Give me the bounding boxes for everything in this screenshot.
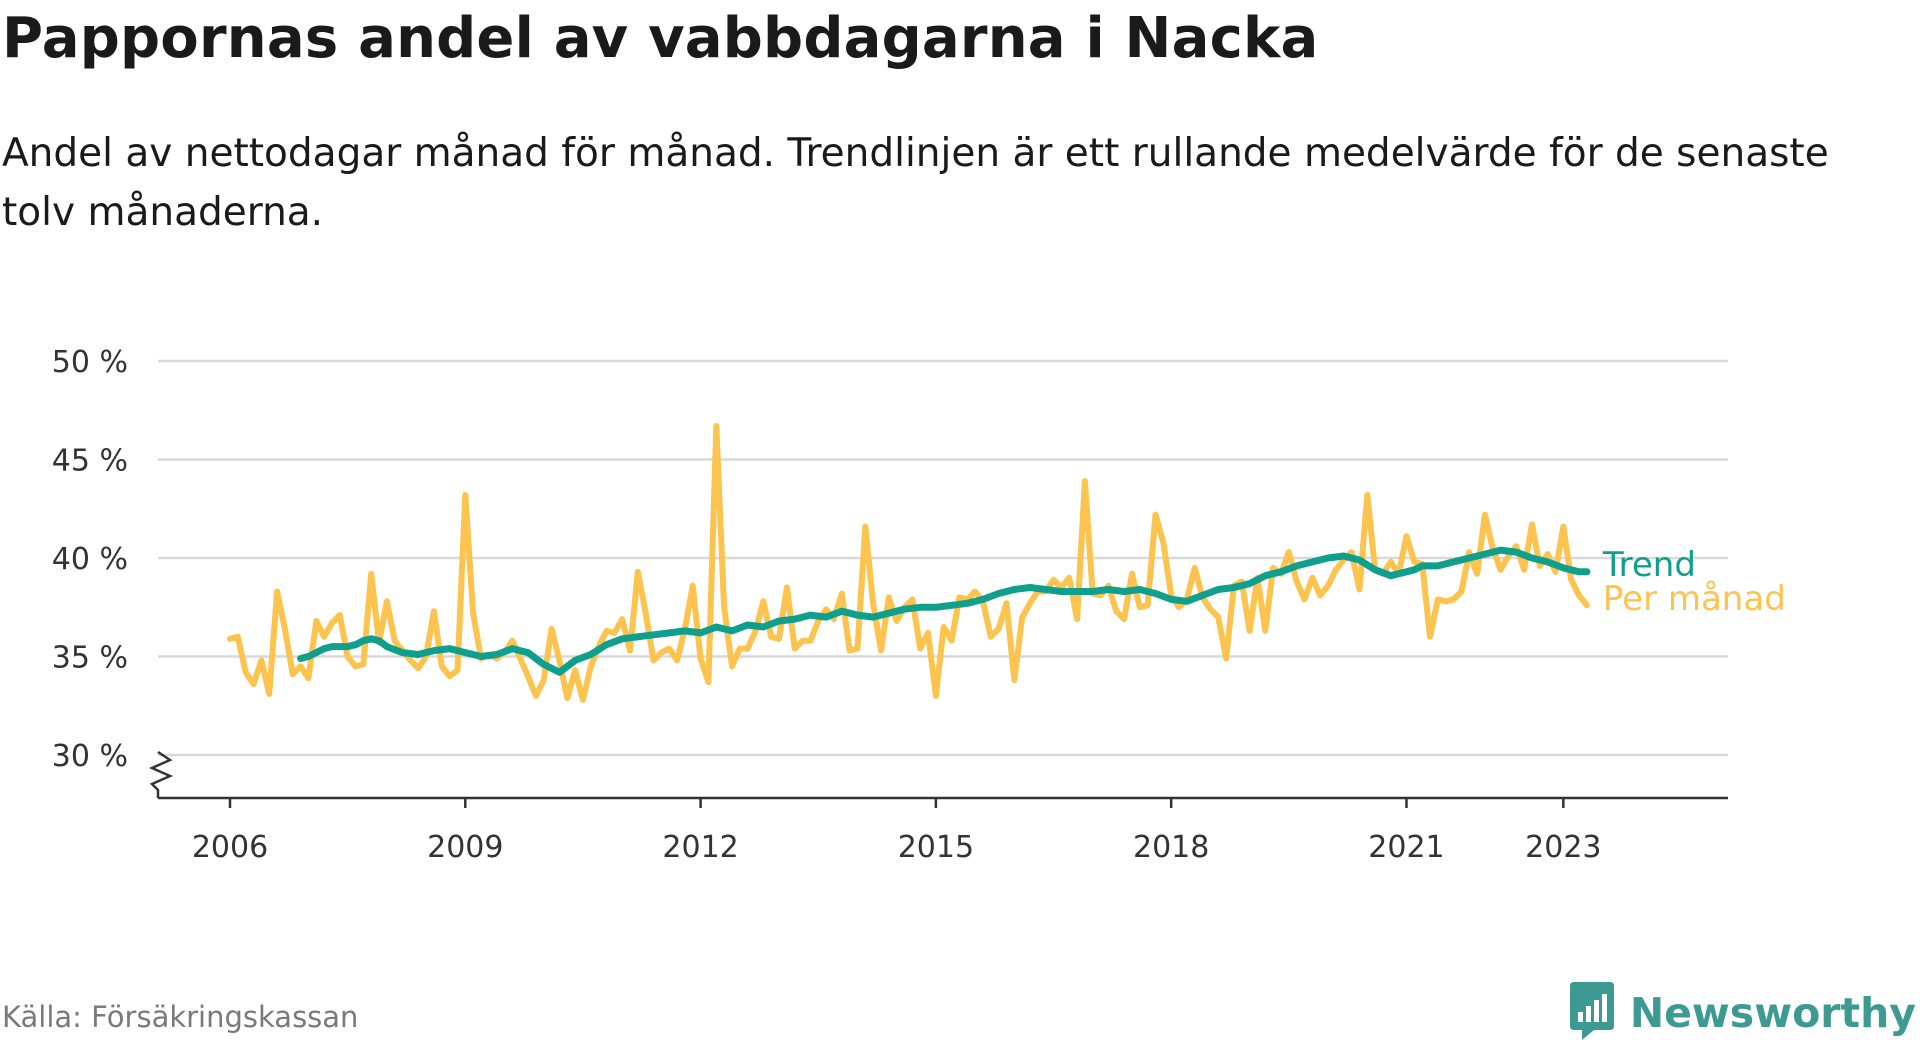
monthly-line (227, 423, 1590, 703)
source-note: Källa: Försäkringskassan (2, 1000, 359, 1034)
y-tick-label: 35 % (52, 641, 128, 676)
x-tick-label: 2021 (1368, 830, 1444, 865)
y-tick-label: 30 % (52, 739, 128, 774)
newsworthy-logo-icon (1568, 982, 1616, 1044)
y-axis-ticks: 30 % 35 % 40 % 45 % 50 % (52, 345, 128, 774)
x-tick-label: 2023 (1525, 830, 1601, 865)
x-tick-label: 2012 (662, 830, 738, 865)
axis-break-mark (148, 750, 174, 798)
x-tick-label: 2015 (898, 830, 974, 865)
y-tick-label: 45 % (52, 444, 128, 479)
series-lines (227, 423, 1591, 703)
grid-lines (158, 359, 1728, 757)
x-tick-label: 2009 (427, 830, 503, 865)
brand-name: Newsworthy (1629, 989, 1916, 1037)
y-tick-label: 40 % (52, 542, 128, 577)
y-tick-label: 50 % (52, 345, 128, 380)
x-axis-ticks: 2006 2009 2012 2015 2018 2021 2023 (192, 798, 1602, 865)
trend-line (297, 546, 1591, 676)
monthly-series-label: Per månad (1603, 579, 1786, 619)
chart-subtitle: Andel av nettodagar månad för månad. Tre… (2, 131, 1829, 235)
brand-logo: Newsworthy (1568, 982, 1916, 1044)
x-tick-label: 2018 (1133, 830, 1209, 865)
trend-series-label: Trend (1602, 545, 1696, 585)
chart-title: Pappornas andel av vabbdagarna i Nacka (2, 6, 1319, 71)
x-tick-label: 2006 (192, 830, 268, 865)
